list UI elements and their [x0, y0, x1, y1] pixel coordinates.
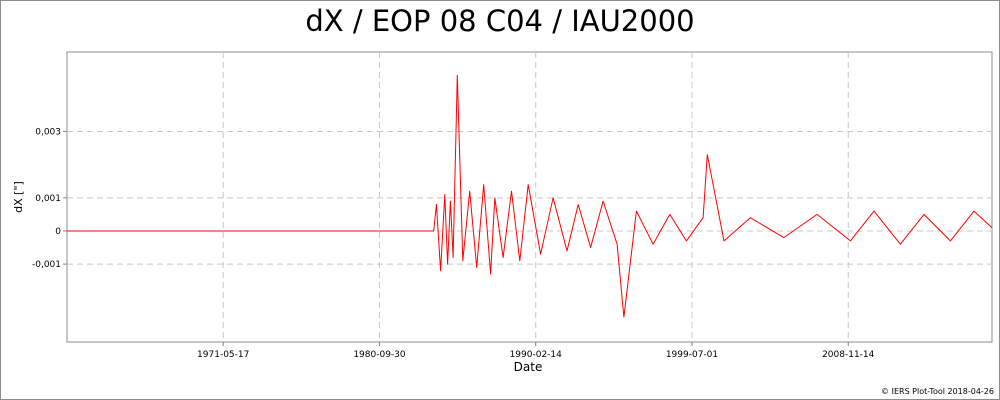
x-tick-label: 1990-02-14 [510, 350, 563, 360]
y-tick-label: 0 [55, 227, 61, 237]
tick-layer: 1971-05-17 1980-09-30 1990-02-14 1999-07-01… [32, 128, 875, 360]
x-tick-label: 1980-09-30 [353, 350, 406, 360]
series-line [67, 74, 993, 318]
plot-area [66, 51, 993, 343]
x-axis-label: Date [514, 360, 543, 374]
x-tick-label: 2008-11-14 [822, 350, 875, 360]
y-tick-label: -0,001 [32, 260, 61, 270]
y-axis-label: dX ["] [12, 181, 25, 213]
x-tick-label: 1971-05-17 [197, 350, 249, 360]
y-tick-label: 0,001 [35, 194, 61, 204]
y-tick-label: 0,003 [35, 128, 61, 138]
chart-title: dX / EOP 08 C04 / IAU2000 [305, 4, 695, 38]
x-tick-label: 1999-07-01 [666, 350, 718, 360]
series-layer [67, 74, 993, 318]
copyright-note: © IERS Plot-Tool 2018-04-26 [881, 387, 994, 396]
